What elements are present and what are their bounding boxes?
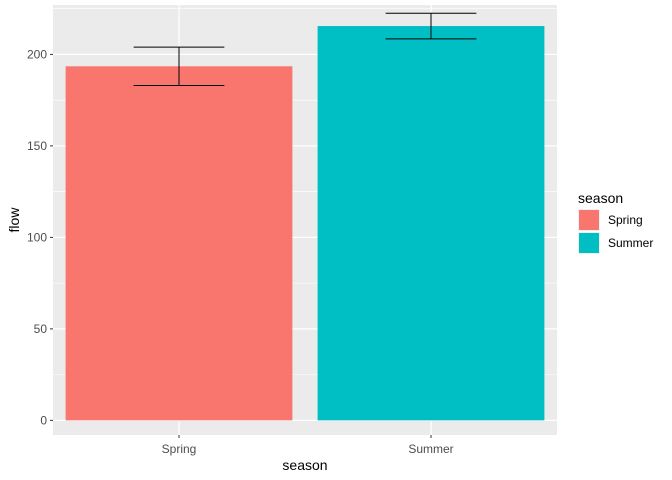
y-axis-title: flow <box>6 207 22 233</box>
legend-entry-summer: Summer <box>578 232 653 254</box>
legend: season Spring Summer <box>578 190 653 254</box>
legend-label: Spring <box>608 213 643 227</box>
error-bars <box>133 12 477 87</box>
error-bar-summer <box>385 12 477 40</box>
y-tick-label: 100 <box>27 230 47 244</box>
y-tick-label: 50 <box>34 322 48 336</box>
x-axis-title: season <box>282 457 327 473</box>
y-tick-label: 0 <box>40 413 47 427</box>
legend-entry-spring: Spring <box>578 209 643 231</box>
x-axis: Spring Summer <box>162 435 454 456</box>
legend-title: season <box>578 190 623 206</box>
x-tick-label: Summer <box>408 442 453 456</box>
y-tick-label: 200 <box>27 47 47 61</box>
bars <box>65 26 545 421</box>
bar-spring <box>65 66 293 421</box>
x-tick-label: Spring <box>162 442 197 456</box>
legend-swatch <box>579 233 599 253</box>
legend-swatch <box>579 210 599 230</box>
legend-label: Summer <box>608 236 653 250</box>
error-bar-spring <box>133 46 225 87</box>
y-axis: 0 50 100 150 200 <box>27 47 53 427</box>
bar-summer <box>317 26 545 421</box>
y-tick-label: 150 <box>27 139 47 153</box>
